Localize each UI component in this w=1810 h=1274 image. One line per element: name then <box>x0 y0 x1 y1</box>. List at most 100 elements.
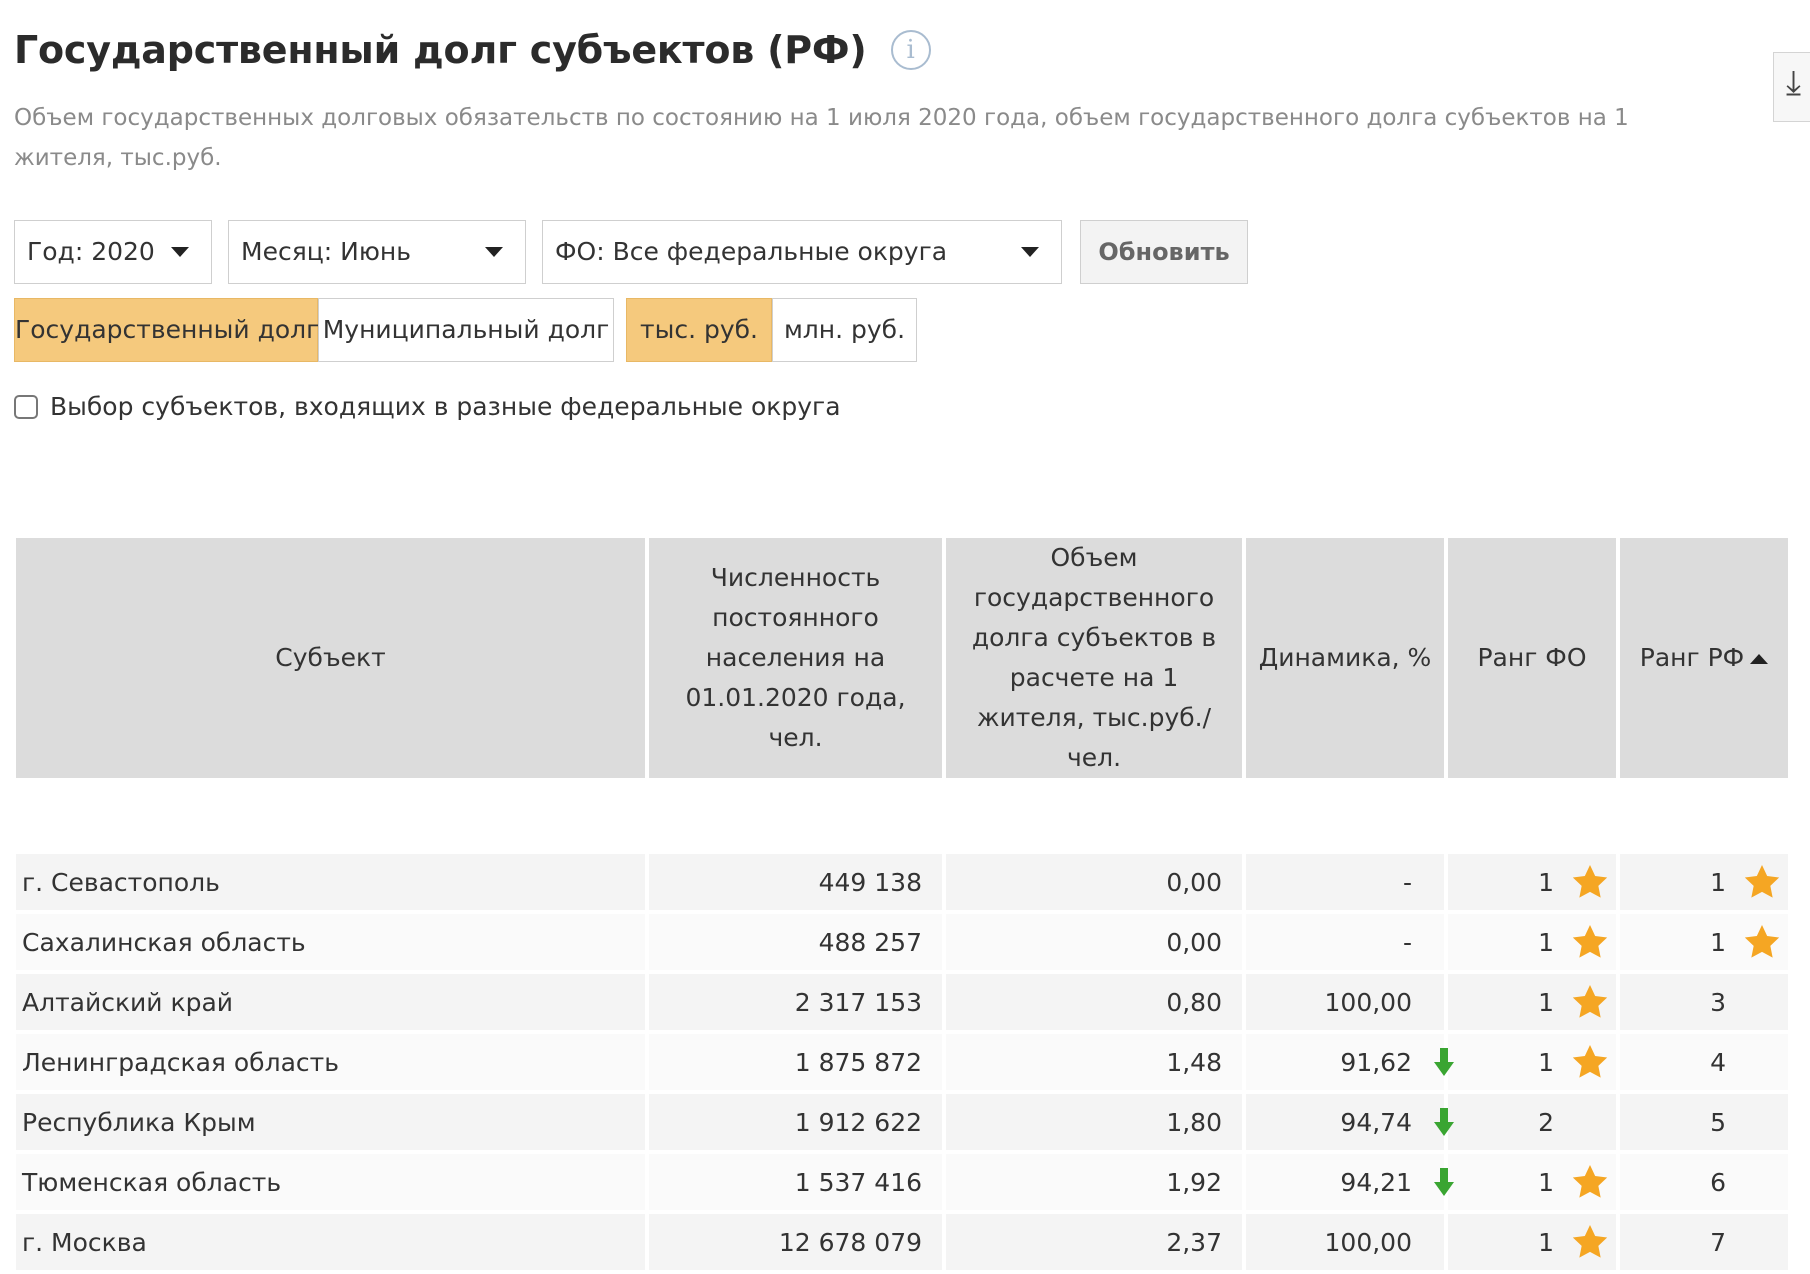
cell-rank-rf: 1 <box>1620 854 1788 910</box>
rank-fo-value: 1 <box>1538 1227 1554 1257</box>
cell-rank-fo: 1 <box>1448 854 1616 910</box>
cell-debt-per-capita: 1,92 <box>946 1154 1242 1210</box>
table-spacer <box>16 782 1788 850</box>
cell-rank-fo: 1 <box>1448 1214 1616 1270</box>
table-row[interactable]: г. Севастополь 449 138 0,00 - 1 1 <box>16 854 1788 910</box>
rank-rf-value: 7 <box>1710 1227 1726 1257</box>
rank-fo-value: 1 <box>1538 1167 1554 1197</box>
cell-population: 449 138 <box>649 854 942 910</box>
cell-rank-fo: 1 <box>1448 1154 1616 1210</box>
page-title-text: Государственный долг субъектов (РФ) <box>14 28 867 72</box>
cell-debt-per-capita: 1,48 <box>946 1034 1242 1090</box>
cell-population: 488 257 <box>649 914 942 970</box>
table-header-row: Субъект Численность постоянного населени… <box>16 538 1788 778</box>
rank-fo-value: 1 <box>1538 867 1554 897</box>
info-icon[interactable]: i <box>890 30 931 70</box>
dynamics-value: 91,62 <box>1340 1047 1412 1077</box>
debt-table: Субъект Численность постоянного населени… <box>12 534 1792 1274</box>
star-icon <box>1572 1165 1608 1198</box>
toggle-municipal-debt[interactable]: Муниципальный долг <box>318 298 614 362</box>
chevron-down-icon <box>1021 247 1039 257</box>
cell-subject: Республика Крым <box>16 1094 645 1150</box>
rank-rf-value: 5 <box>1710 1107 1726 1137</box>
rank-fo-value: 1 <box>1538 1047 1554 1077</box>
cell-rank-rf: 4 <box>1620 1034 1788 1090</box>
chevron-down-icon <box>485 247 503 257</box>
table-row[interactable]: Сахалинская область 488 257 0,00 - 1 1 <box>16 914 1788 970</box>
star-icon <box>1744 865 1780 898</box>
cell-rank-rf: 3 <box>1620 974 1788 1030</box>
cell-population: 1 912 622 <box>649 1094 942 1150</box>
col-rank-rf-label: Ранг РФ <box>1639 643 1745 672</box>
rank-fo-value: 1 <box>1538 927 1554 957</box>
star-icon <box>1744 925 1780 958</box>
rank-rf-value: 1 <box>1710 927 1726 957</box>
dynamics-value: 100,00 <box>1324 1227 1412 1257</box>
cell-population: 2 317 153 <box>649 974 942 1030</box>
cell-subject: Алтайский край <box>16 974 645 1030</box>
cell-subject: Тюменская область <box>16 1154 645 1210</box>
cell-dynamics: - <box>1246 854 1444 910</box>
col-rank-rf-header[interactable]: Ранг РФ <box>1620 538 1788 778</box>
table-row[interactable]: Ленинградская область 1 875 872 1,48 91,62 1… <box>16 1034 1788 1090</box>
dynamics-value: - <box>1402 867 1412 897</box>
month-select[interactable]: Месяц: Июнь <box>228 220 526 284</box>
star-icon <box>1572 1045 1608 1078</box>
cell-rank-fo: 1 <box>1448 1034 1616 1090</box>
star-icon <box>1572 865 1608 898</box>
cell-subject: Ленинградская область <box>16 1034 645 1090</box>
dynamics-value: 94,74 <box>1340 1107 1412 1137</box>
star-icon <box>1572 1225 1608 1258</box>
cell-rank-rf: 7 <box>1620 1214 1788 1270</box>
cell-population: 1 537 416 <box>649 1154 942 1210</box>
col-debt-per-capita-header[interactable]: Объем государственного долга субъектов в… <box>946 538 1242 778</box>
page-title: Государственный долг субъектов (РФ) i <box>14 28 931 72</box>
sort-ascending-icon[interactable] <box>1750 654 1769 664</box>
rank-rf-value: 1 <box>1710 867 1726 897</box>
table-row[interactable]: г. Москва 12 678 079 2,37 100,00 1 7 <box>16 1214 1788 1270</box>
cell-debt-per-capita: 2,37 <box>946 1214 1242 1270</box>
toggle-thousand-rub[interactable]: тыс. руб. <box>626 298 772 362</box>
dynamics-value: 100,00 <box>1324 987 1412 1017</box>
cell-dynamics: 94,21 <box>1246 1154 1454 1210</box>
cell-rank-rf: 1 <box>1620 914 1788 970</box>
cell-rank-rf: 6 <box>1620 1154 1788 1210</box>
year-select-value: Год: 2020 <box>27 237 155 266</box>
rank-rf-value: 4 <box>1710 1047 1726 1077</box>
table-row[interactable]: Алтайский край 2 317 153 0,80 100,00 1 3 <box>16 974 1788 1030</box>
col-dynamics-header[interactable]: Динамика, % <box>1246 538 1444 778</box>
cell-debt-per-capita: 0,00 <box>946 854 1242 910</box>
cell-rank-fo: 2 <box>1448 1094 1616 1150</box>
cross-district-checkbox-row[interactable]: Выбор субъектов, входящих в разные федер… <box>14 392 841 421</box>
cell-population: 1 875 872 <box>649 1034 942 1090</box>
rank-fo-value: 1 <box>1538 987 1554 1017</box>
cell-debt-per-capita: 0,00 <box>946 914 1242 970</box>
cell-dynamics: 94,74 <box>1246 1094 1454 1150</box>
arrow-down-icon <box>1434 1048 1454 1076</box>
star-icon <box>1572 925 1608 958</box>
toggle-million-rub[interactable]: млн. руб. <box>772 298 917 362</box>
cell-dynamics: 91,62 <box>1246 1034 1454 1090</box>
toggle-state-debt[interactable]: Государственный долг <box>14 298 319 362</box>
download-icon[interactable]: ⤓ <box>1773 52 1810 122</box>
cell-subject: г. Севастополь <box>16 854 645 910</box>
star-icon <box>1572 985 1608 1018</box>
rank-rf-value: 6 <box>1710 1167 1726 1197</box>
cell-dynamics: 100,00 <box>1246 974 1444 1030</box>
col-subject-header[interactable]: Субъект <box>16 538 645 778</box>
col-rank-fo-header[interactable]: Ранг ФО <box>1448 538 1616 778</box>
district-select-value: ФО: Все федеральные округа <box>555 237 948 266</box>
district-select[interactable]: ФО: Все федеральные округа <box>542 220 1062 284</box>
arrow-down-icon <box>1434 1108 1454 1136</box>
year-select[interactable]: Год: 2020 <box>14 220 212 284</box>
cell-population: 12 678 079 <box>649 1214 942 1270</box>
refresh-button[interactable]: Обновить <box>1080 220 1248 284</box>
table-row[interactable]: Тюменская область 1 537 416 1,92 94,21 1 6 <box>16 1154 1788 1210</box>
cross-district-checkbox-label: Выбор субъектов, входящих в разные федер… <box>50 392 841 421</box>
col-population-header[interactable]: Численность постоянного населения на 01.… <box>649 538 942 778</box>
cell-debt-per-capita: 0,80 <box>946 974 1242 1030</box>
cross-district-checkbox[interactable] <box>14 394 38 419</box>
table-row[interactable]: Республика Крым 1 912 622 1,80 94,74 2 5 <box>16 1094 1788 1150</box>
cell-debt-per-capita: 1,80 <box>946 1094 1242 1150</box>
cell-dynamics: 100,00 <box>1246 1214 1444 1270</box>
